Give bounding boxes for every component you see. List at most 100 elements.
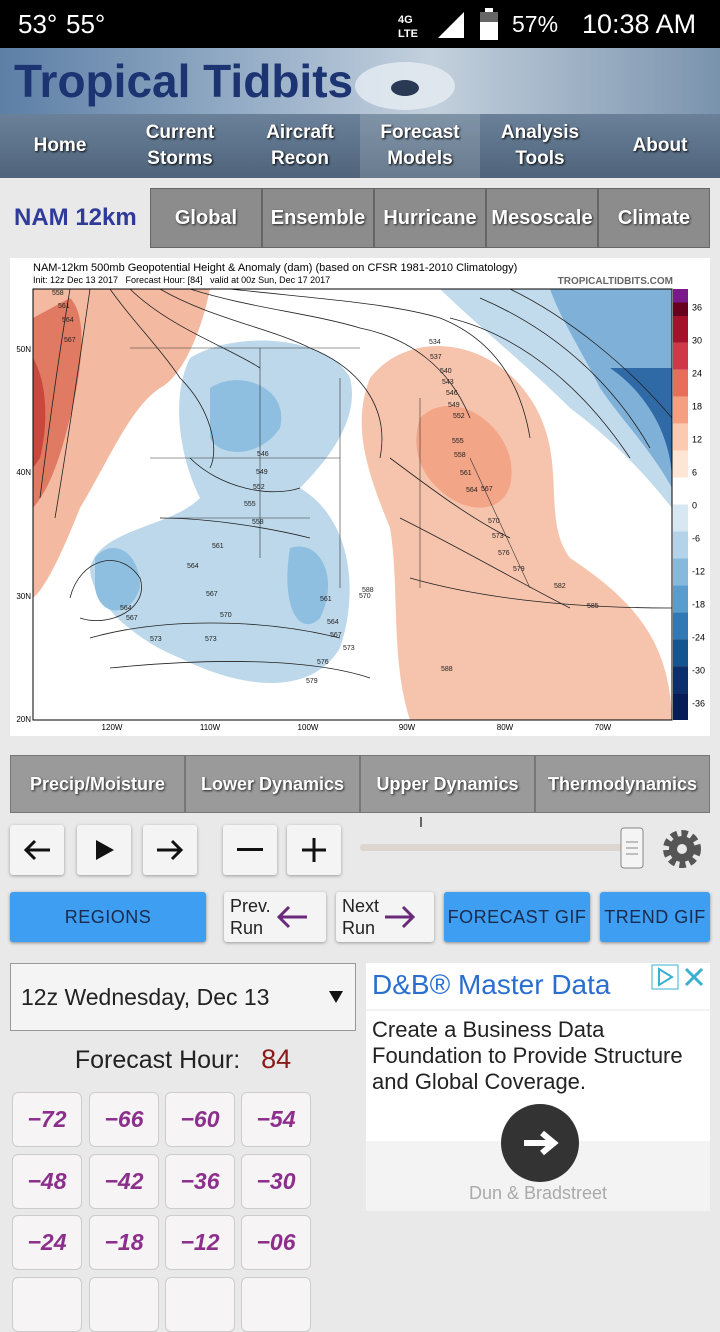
run-select[interactable]: 12z Wednesday, Dec 13 — [10, 963, 356, 1031]
contour-label: 567 — [64, 337, 76, 344]
hour-button[interactable] — [165, 1277, 235, 1332]
hour-button[interactable]: −72 — [12, 1092, 82, 1147]
settings-icon[interactable] — [658, 824, 708, 874]
hour-button[interactable]: −24 — [12, 1215, 82, 1270]
nav-bar: Home Current Storms Aircraft Recon Forec… — [0, 114, 720, 178]
category-tab[interactable]: Lower Dynamics — [185, 755, 360, 813]
hour-button[interactable] — [89, 1277, 159, 1332]
colorbar-label: 18 — [692, 401, 702, 411]
lon-label: 80W — [497, 723, 514, 732]
contour-label: 573 — [492, 533, 504, 540]
model-tab[interactable]: Climate — [598, 188, 710, 248]
contour-label: 561 — [320, 596, 332, 603]
colorbar-swatch — [673, 666, 688, 694]
regions-button[interactable]: REGIONS — [10, 892, 206, 942]
nav-item[interactable]: Analysis Tools — [500, 122, 580, 169]
colorbar-swatch — [673, 585, 688, 613]
network: LTE — [398, 28, 418, 40]
category-tab[interactable]: Thermodynamics — [535, 755, 710, 813]
play-button[interactable] — [77, 825, 131, 875]
contour-label: 564 — [327, 619, 339, 626]
map-init: Init: 12z Dec 13 2017 Forecast Hour: [84… — [33, 275, 330, 285]
network: 4G — [398, 14, 413, 26]
contour-label: 582 — [554, 583, 566, 590]
ad-open-button[interactable] — [500, 1103, 580, 1183]
hour-button[interactable] — [241, 1277, 311, 1332]
zoom-in-button[interactable] — [287, 825, 341, 875]
contour-label: 567 — [481, 486, 493, 493]
hour-button[interactable]: −36 — [165, 1153, 235, 1209]
model-tab[interactable]: Hurricane — [374, 188, 486, 248]
colorbar-label: 36 — [692, 302, 702, 312]
colorbar-swatch — [673, 693, 688, 720]
colorbar-label: -18 — [692, 599, 705, 609]
contour-label: 564 — [62, 317, 74, 324]
model-tab[interactable]: Mesoscale — [486, 188, 598, 248]
next-run-button[interactable]: Next Run — [336, 892, 434, 942]
forecast-hour-value: 84 — [261, 1044, 292, 1074]
colorbar-swatch — [673, 369, 688, 397]
temp: 53° — [18, 9, 58, 39]
contour-label: 555 — [452, 438, 464, 445]
colorbar-swatch — [673, 531, 688, 559]
hour-button[interactable]: −54 — [241, 1092, 311, 1147]
contour-label: 570 — [359, 593, 371, 600]
label-line: Next — [342, 896, 380, 916]
nav-item[interactable]: Forecast Models — [360, 114, 480, 178]
forecast-gif-button[interactable]: FORECAST GIF — [444, 892, 590, 942]
contour-label: 573 — [150, 636, 162, 643]
model-tab[interactable]: Ensemble — [262, 188, 374, 248]
arrow-left-icon — [276, 905, 307, 929]
contour-label: 561 — [58, 303, 70, 310]
back-button[interactable] — [10, 825, 64, 875]
hour-button[interactable] — [12, 1277, 82, 1332]
contour-label: 576 — [317, 659, 329, 666]
contour-label: 573 — [205, 636, 217, 643]
model-bar: NAM 12km Global Ensemble Hurricane Mesos… — [10, 188, 710, 248]
hour-button[interactable]: −66 — [89, 1092, 159, 1147]
zoom-out-button[interactable] — [223, 825, 277, 875]
category-tab[interactable]: Upper Dynamics — [360, 755, 535, 813]
model-tab[interactable]: Global — [150, 188, 262, 248]
contour-label: 561 — [212, 543, 224, 550]
contour-label: 564 — [187, 563, 199, 570]
ad-title[interactable]: D&B® Master Data — [372, 969, 611, 1000]
contour-label: 546 — [257, 451, 269, 458]
contour-label: 549 — [256, 469, 268, 476]
hour-button[interactable]: −06 — [241, 1215, 311, 1270]
map-site: TROPICALTIDBITS.COM — [558, 276, 673, 287]
signal-icon — [438, 12, 464, 38]
trend-gif-button[interactable]: TREND GIF — [600, 892, 710, 942]
nav-item[interactable]: Home — [33, 135, 87, 156]
contour-labels: 5585615645675465495525555585615645675705… — [52, 290, 599, 685]
lon-label: 120W — [102, 723, 123, 732]
hour-button[interactable]: −12 — [165, 1215, 235, 1270]
contour-label: 534 — [429, 339, 441, 346]
hour-button[interactable]: −60 — [165, 1092, 235, 1147]
nav-item[interactable]: About — [632, 135, 688, 156]
ad-choices-icon[interactable] — [650, 963, 710, 991]
contour-label: 558 — [252, 519, 264, 526]
temp: 55° — [66, 9, 106, 39]
hour-button[interactable]: −48 — [12, 1153, 82, 1209]
contour-label: 558 — [52, 290, 64, 297]
hour-slider[interactable] — [358, 815, 658, 875]
logo[interactable]: Tropical Tidbits — [14, 55, 354, 107]
arrow-right-icon — [157, 839, 184, 861]
hour-button[interactable]: −30 — [241, 1153, 311, 1209]
hour-button[interactable]: −18 — [89, 1215, 159, 1270]
clock: 10:38 AM — [582, 9, 697, 39]
site-header: Tropical Tidbits — [0, 48, 720, 114]
category-tab[interactable]: Precip/Moisture — [10, 755, 185, 813]
nav-item[interactable]: Current Storms — [145, 122, 215, 169]
map-plot — [33, 289, 672, 720]
forward-button[interactable] — [143, 825, 197, 875]
button-label: Next Run — [342, 895, 379, 939]
nav-item[interactable]: Aircraft Recon — [266, 122, 334, 169]
colorbar-label: -36 — [692, 698, 705, 708]
prev-run-button[interactable]: Prev. Run — [224, 892, 326, 942]
contour-label: 567 — [126, 615, 138, 622]
colorbar-swatch — [673, 342, 688, 370]
hour-button[interactable]: −42 — [89, 1153, 159, 1209]
contour-label: 576 — [498, 550, 510, 557]
